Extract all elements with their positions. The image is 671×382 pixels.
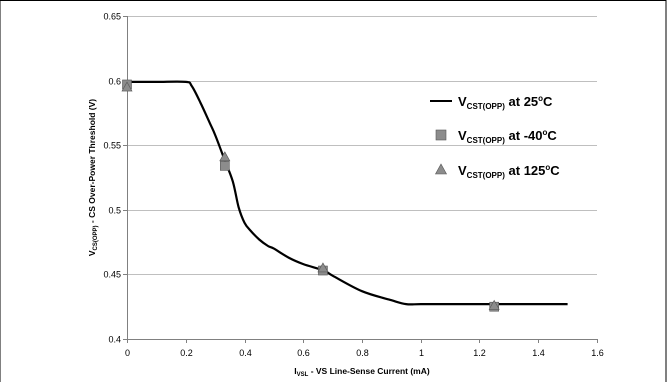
y-tick-label: 0.45	[103, 270, 121, 280]
x-tick-label: 0.6	[297, 348, 310, 358]
x-tick-label: 0	[125, 348, 130, 358]
legend-label-minus40c: VCST(OPP) at -40oC	[458, 128, 557, 145]
series-line-25c	[127, 80, 568, 306]
x-tick-label: 0.2	[180, 348, 193, 358]
series-point-minus40c	[220, 161, 230, 171]
x-tick-label: 1.6	[591, 348, 604, 358]
series-point-125c	[219, 151, 231, 162]
x-tick-label: 1.2	[473, 348, 486, 358]
legend: VCST(OPP) at 25oC VCST(OPP) at -40oC VCS…	[430, 94, 560, 180]
x-tick-label: 0.8	[356, 348, 369, 358]
legend-label-25c: VCST(OPP) at 25oC	[458, 94, 553, 111]
series-point-125c	[121, 81, 133, 92]
y-tick-label: 0.6	[108, 77, 121, 87]
gridlines	[127, 16, 597, 275]
x-axis-label: IVSL - VS Line-Sense Current (mA)	[294, 366, 430, 378]
x-tick-label: 0.4	[239, 348, 252, 358]
x-tick-label: 1.4	[532, 348, 545, 358]
y-axis-label: VCS(OPP) - CS Over-Power Threshold (V)	[87, 99, 99, 256]
legend-label-125c: VCST(OPP) at 125oC	[458, 163, 560, 180]
legend-symbol-square	[435, 129, 447, 141]
legend-symbol-triangle	[434, 163, 448, 175]
series-point-125c	[488, 299, 500, 310]
series-point-125c	[317, 262, 329, 273]
y-tick-label: 0.55	[103, 141, 121, 151]
y-tick-label: 0.65	[103, 12, 121, 22]
tick-labels: 0.4 0.45 0.5 0.55 0.6 0.65 0 0.2 0.4 0.6 0.8 1 1.2 1.…	[103, 12, 603, 359]
y-tick-label: 0.4	[108, 335, 121, 345]
x-tick-label: 1	[419, 348, 424, 358]
y-tick-label: 0.5	[108, 206, 121, 216]
plot-series	[121, 79, 568, 312]
